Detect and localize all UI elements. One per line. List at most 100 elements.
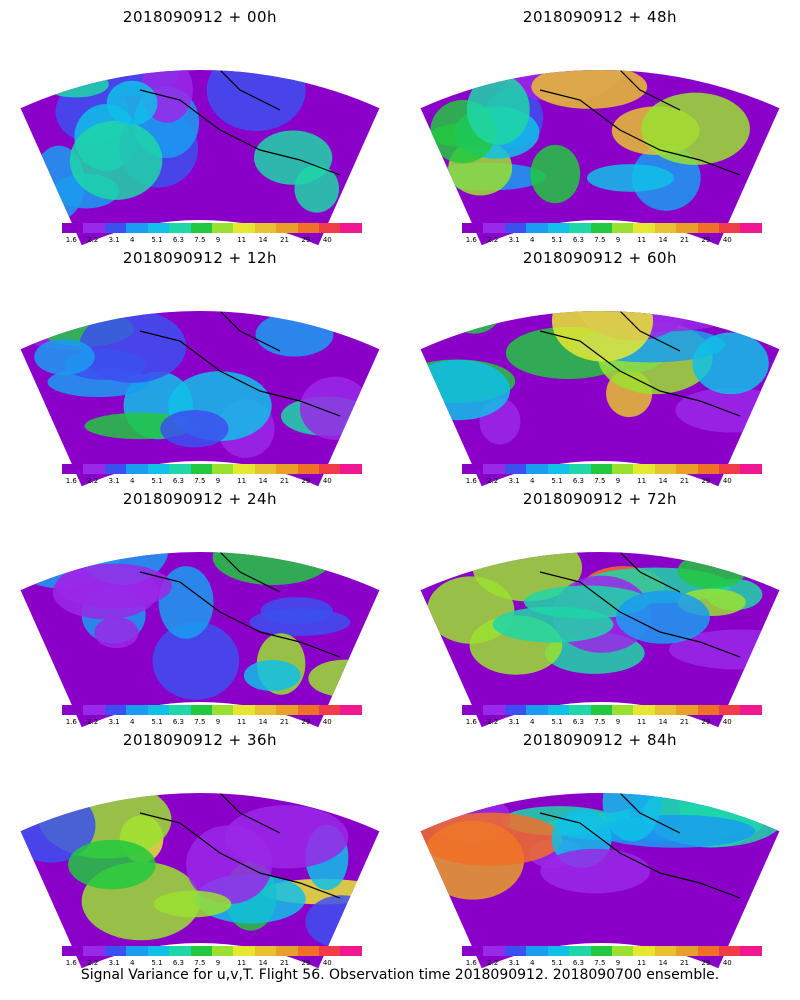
colorbar-swatch [211, 464, 234, 474]
colorbar-swatch [740, 705, 762, 715]
colorbar-tick-label: 14 [258, 477, 268, 485]
colorbar-tick-label: 9 [215, 718, 221, 726]
variance-blob [540, 848, 651, 894]
colorbar-swatch [169, 705, 191, 715]
panel-title: 2018090912 + 12h [122, 249, 278, 267]
colorbar-tick-label: 14 [258, 959, 268, 967]
variance-blob [466, 74, 530, 145]
colorbar-tick-label: 5.1 [551, 236, 563, 244]
variance-blob [55, 563, 172, 609]
colorbar-tick-label: 40 [722, 477, 732, 485]
colorbar-swatch [719, 223, 741, 233]
map-panel: 2018090912 + 60h 1.6 2.2 3.1 4 5.1 6.3 7.5 9 11 14… [400, 241, 800, 487]
colorbar-swatch [147, 946, 170, 956]
colorbar-tick-label: 3.1 [108, 959, 120, 967]
colorbar-swatch [211, 223, 234, 233]
colorbar-swatch [83, 464, 105, 474]
colorbar [462, 946, 762, 956]
colorbar-tick-label: 6.3 [572, 477, 584, 485]
colorbar-swatch [233, 946, 255, 956]
variance-blob [677, 553, 747, 589]
variance-blob [420, 359, 511, 421]
variance-blob [420, 812, 563, 866]
variance-blob [94, 617, 139, 649]
colorbar-ticks: 1.6 2.2 3.1 4 5.1 6.3 7.5 9 11 14 21 29 40 [55, 718, 355, 728]
colorbar-tick-label: 7.5 [194, 477, 206, 485]
colorbar-tick-label: 1.6 [465, 236, 477, 244]
colorbar-swatch [697, 946, 720, 956]
variance-blob [212, 552, 333, 586]
colorbar-swatch [569, 464, 591, 474]
colorbar-swatch [633, 223, 655, 233]
variance-blob [530, 144, 581, 204]
colorbar-swatch [297, 223, 320, 233]
coastline [139, 552, 341, 658]
colorbar-tick-label: 5.1 [551, 959, 563, 967]
colorbar-tick-label: 9 [615, 477, 621, 485]
colorbar-swatch [719, 946, 741, 956]
colorbar-tick-label: 3.1 [108, 718, 120, 726]
variance-blob [586, 164, 674, 192]
colorbar-tick-label: 29 [301, 236, 311, 244]
colorbar-tick-label: 21 [680, 236, 689, 244]
colorbar-swatch [319, 464, 341, 474]
colorbar-swatch [319, 223, 341, 233]
colorbar-swatch [190, 946, 212, 956]
variance-blob [34, 338, 95, 375]
colorbar-tick-label: 1.6 [465, 477, 477, 485]
colorbar-swatch [504, 946, 527, 956]
colorbar-tick-label: 2.2 [87, 718, 99, 726]
colorbar-swatch [297, 464, 320, 474]
colorbar-tick-label: 7.5 [594, 236, 606, 244]
colorbar-swatch [547, 464, 570, 474]
colorbar-swatch [569, 946, 591, 956]
colorbar-tick-label: 29 [301, 718, 311, 726]
variance-map [20, 552, 380, 728]
panel-title: 2018090912 + 36h [122, 731, 278, 749]
colorbar-swatch [126, 464, 148, 474]
variance-blob [243, 660, 301, 692]
colorbar-swatch [590, 464, 612, 474]
colorbar-swatch [104, 464, 127, 474]
coastline [539, 793, 741, 899]
colorbar-swatch [526, 946, 548, 956]
colorbar-swatch [126, 223, 148, 233]
colorbar-tick-label: 40 [322, 236, 332, 244]
colorbar-swatch [254, 464, 277, 474]
colorbar-swatch [62, 223, 84, 233]
colorbar-tick-label: 3.1 [508, 959, 520, 967]
colorbar-tick-label: 11 [237, 236, 247, 244]
colorbar-tick-label: 1.6 [465, 959, 477, 967]
colorbar-tick-label: 21 [680, 477, 689, 485]
panel-title: 2018090912 + 24h [122, 490, 278, 508]
colorbar-swatch [340, 464, 362, 474]
colorbar-tick-label: 21 [680, 959, 689, 967]
colorbar-swatch [719, 464, 741, 474]
colorbar-tick-label: 9 [615, 959, 621, 967]
colorbar-swatch [233, 705, 255, 715]
variance-blob [531, 70, 648, 109]
colorbar-tick-label: 40 [322, 477, 332, 485]
colorbar-swatch [462, 705, 484, 715]
variance-map [420, 552, 780, 728]
colorbar-swatch [547, 705, 570, 715]
colorbar-tick-label: 29 [301, 477, 311, 485]
colorbar-swatch [62, 705, 84, 715]
colorbar-swatch [340, 705, 362, 715]
colorbar-tick-label: 3.1 [108, 477, 120, 485]
colorbar-tick-label: 11 [237, 959, 247, 967]
colorbar-tick-label: 40 [722, 718, 732, 726]
colorbar-tick-label: 5.1 [551, 477, 563, 485]
variance-blob [158, 566, 214, 639]
colorbar-swatch [719, 705, 741, 715]
coastline [139, 311, 341, 417]
variance-map [420, 311, 780, 487]
colorbar-tick-label: 2.2 [487, 718, 499, 726]
colorbar-tick-label: 4 [130, 718, 135, 726]
colorbar-swatch [190, 223, 212, 233]
colorbar-ticks: 1.6 2.2 3.1 4 5.1 6.3 7.5 9 11 14 21 29 40 [455, 718, 755, 728]
colorbar-swatch [611, 705, 634, 715]
colorbar-tick-label: 29 [701, 236, 711, 244]
colorbar-swatch [147, 223, 170, 233]
colorbar-tick-label: 9 [215, 959, 221, 967]
